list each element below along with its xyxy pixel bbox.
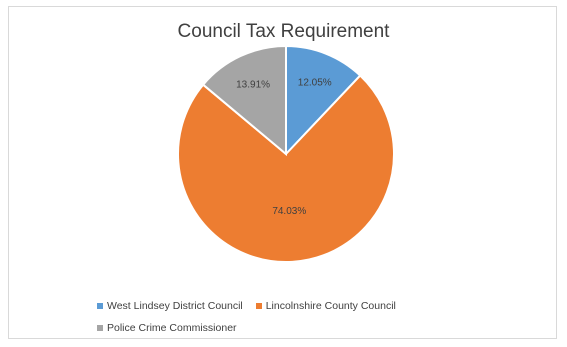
data-label-police: 13.91% bbox=[236, 80, 270, 91]
legend-label-lincolnshire: Lincolnshire County Council bbox=[265, 300, 396, 312]
pie-slice-west-lindsey bbox=[285, 44, 362, 157]
legend-swatch-police bbox=[97, 325, 103, 332]
chart-legend: West Lindsey District Council Lincolnshi… bbox=[97, 295, 537, 339]
chart-area: Council Tax Requirement 12.05% 74.03% 13.9… bbox=[8, 6, 557, 339]
legend-swatch-west-lindsey bbox=[97, 303, 103, 310]
legend-label-police: Police Crime Commissioner bbox=[107, 322, 237, 334]
legend-item-lincolnshire: Lincolnshire County Council bbox=[255, 295, 396, 317]
chart-title: Council Tax Requirement bbox=[177, 21, 390, 42]
legend-item-police: Police Crime Commissioner bbox=[97, 317, 237, 339]
legend-swatch-lincolnshire bbox=[255, 303, 262, 310]
legend-label-west-lindsey: West Lindsey District Council bbox=[107, 300, 243, 312]
pie-chart: 12.05% 74.03% 13.91% bbox=[177, 44, 395, 263]
pie-slice-lincolnshire bbox=[177, 74, 395, 263]
legend-item-west-lindsey: West Lindsey District Council bbox=[97, 295, 243, 317]
data-label-west-lindsey: 12.05% bbox=[298, 78, 332, 89]
pie-slice-police bbox=[201, 44, 287, 157]
data-label-lincolnshire: 74.03% bbox=[272, 206, 306, 217]
